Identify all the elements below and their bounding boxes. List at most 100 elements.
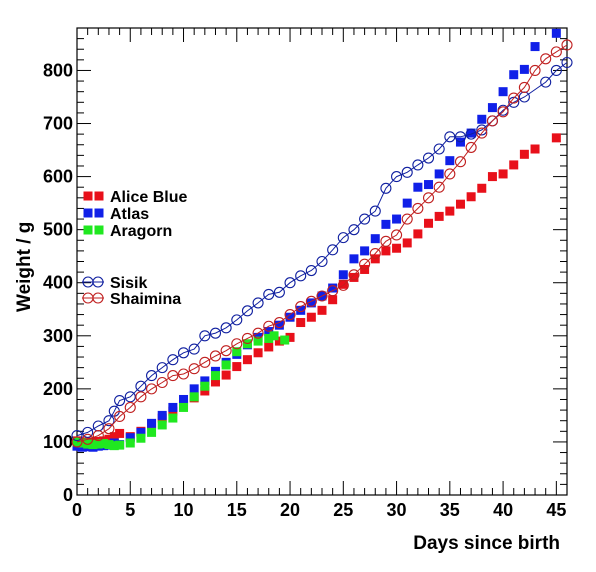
data-point [529,64,541,77]
x-tick-label: 45 [546,500,566,520]
data-point [337,279,349,291]
legend-entry: Atlas [83,206,149,223]
data-point [444,168,456,180]
data-point [402,238,412,248]
y-axis-title: Weight / g [14,222,35,312]
data-point [434,211,444,221]
x-axis-title: Days since birth [413,533,560,554]
data-point [540,76,552,88]
data-point [241,332,253,344]
y-tick-label: 300 [43,326,73,346]
data-point [412,202,424,214]
data-point [508,92,520,104]
legend-label: Sisik [110,275,147,292]
data-point [157,420,167,430]
data-point [209,327,222,339]
data-point [103,415,115,427]
data-point [263,320,275,332]
data-point [422,192,435,204]
y-tick-label: 100 [43,432,73,452]
data-point [189,392,199,402]
data-point [253,336,263,346]
data-point [285,332,295,342]
x-tick-label: 30 [387,500,407,520]
data-point [179,402,189,412]
data-point [551,133,561,143]
data-point [274,336,284,346]
data-point [114,410,126,423]
data-point [232,362,242,372]
data-point [146,383,158,395]
data-point [168,402,178,412]
legend-marker [83,191,93,201]
y-tick-label: 800 [43,60,73,80]
data-point [550,46,562,58]
data-point [200,381,210,391]
data-point [273,286,285,298]
legend-entry: Shaimina [82,291,181,308]
data-point [285,312,295,322]
data-point [455,199,465,209]
data-point [369,247,381,260]
data-point [328,295,338,305]
data-point [476,124,488,136]
data-point [465,141,477,153]
data-point [370,234,380,244]
data-point [232,347,242,357]
data-point [561,56,573,69]
data-point [93,439,103,449]
data-point [263,288,275,300]
data-point [305,295,317,307]
data-point [317,305,327,315]
data-point [136,433,146,443]
data-point [434,169,444,179]
data-point [465,128,477,140]
data-point [518,81,530,93]
data-point [401,213,413,225]
data-point [477,114,487,124]
data-point [477,183,487,193]
data-point [306,312,316,322]
legend-marker [94,208,104,218]
data-point [519,64,529,74]
data-point [147,418,157,428]
legend-marker [94,191,104,201]
data-point [82,426,94,438]
data-point [167,370,179,382]
data-point [136,427,146,437]
data-point [509,70,519,80]
legend-label: Alice Blue [110,189,187,206]
data-point [253,348,263,358]
data-point [179,394,189,404]
x-tick-label: 5 [125,500,135,520]
legend-label: Shaimina [110,291,181,308]
data-point [316,290,328,302]
data-point [327,285,339,297]
data-point [71,430,83,442]
tick-labels: 0 5 10 15 20 25 30 35 40 45 0 100 200 300 400 500 600 700… [43,60,566,520]
data-point [252,297,264,309]
data-point [487,172,497,182]
data-point [135,380,147,392]
data-point [445,206,455,216]
data-point [359,258,371,270]
data-point [269,331,279,341]
data-point [392,214,402,224]
data-point [92,430,104,442]
data-point [156,362,168,374]
legend-entry: Aragorn [83,223,172,240]
data-point [188,363,200,375]
data-point [284,277,296,289]
data-point [498,87,508,97]
y-tick-label: 500 [43,220,73,240]
data-point [135,391,147,403]
legend-label: Aragorn [110,223,172,240]
legend-label: Atlas [110,206,149,223]
data-point [433,181,445,193]
legend-marker [94,225,104,235]
y-tick-label: 600 [43,167,73,187]
data-point [413,229,423,239]
data-point [104,434,114,444]
data-point [177,368,190,380]
data-point [188,343,200,355]
